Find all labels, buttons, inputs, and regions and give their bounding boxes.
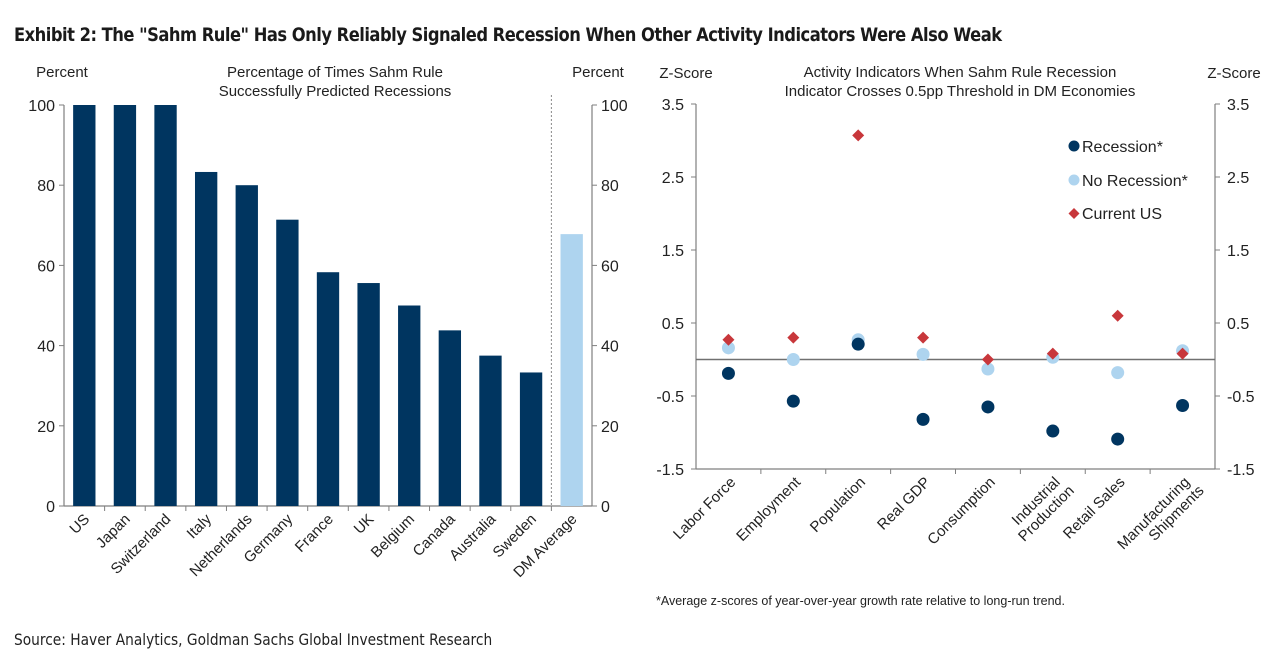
scatter-chart: Z-Score Activity Indicators When Sahm Ru… [656, 64, 1261, 608]
bar-netherlands [235, 185, 258, 506]
scatter-xtick-label: Real GDP [874, 474, 934, 534]
point-current-us [722, 333, 735, 346]
scatter-ytick-label-right: -1.5 [1227, 462, 1255, 479]
scatter-ylabel-left: Z-Score [659, 65, 712, 82]
bar-xtick-label: Belgium [368, 511, 418, 561]
point-recession [981, 400, 995, 414]
bar-us [73, 105, 96, 506]
scatter-xtick-label: Population [807, 474, 869, 536]
bar-ytick-label-right: 100 [601, 98, 628, 115]
scatter-ytick-label-left: 3.5 [662, 97, 684, 114]
scatter-xtick-label: Labor Force [670, 474, 739, 543]
source-note: Source: Haver Analytics, Goldman Sachs G… [14, 630, 493, 649]
bar-australia [479, 355, 502, 506]
scatter-xtick-label: Consumption [924, 474, 999, 549]
scatter-ytick-label-left: -0.5 [656, 389, 684, 406]
scatter-xtick-label-line: Employment [733, 473, 805, 545]
bar-sweden [519, 372, 543, 506]
legend-label-no-recession: No Recession* [1082, 173, 1188, 190]
bar-uk [357, 283, 380, 506]
point-current-us [1176, 347, 1189, 360]
point-recession [1111, 432, 1125, 446]
exhibit-title: Exhibit 2: The "Sahm Rule" Has Only Reli… [14, 24, 1002, 46]
bar-ytick-label-left: 80 [37, 178, 55, 195]
bar-ytick-label-left: 0 [46, 499, 55, 516]
scatter-ytick-label-right: 0.5 [1227, 316, 1249, 333]
bar-canada [438, 330, 462, 506]
point-recession [721, 366, 735, 380]
bar-xtick-label: France [292, 511, 337, 556]
point-no-recession [981, 362, 995, 376]
scatter-legend: Recession* No Recession* Current US [1068, 139, 1188, 223]
scatter-ytick-label-right: -0.5 [1227, 389, 1255, 406]
scatter-ytick-label-right: 3.5 [1227, 97, 1249, 114]
bar-japan [113, 105, 137, 506]
bar-ylabel-right: Percent [572, 64, 625, 81]
scatter-xtick-label: Retail Sales [1060, 474, 1129, 543]
bar-ytick-label-left: 40 [37, 339, 55, 356]
point-no-recession [1111, 366, 1125, 380]
bar-dm-average [560, 234, 583, 506]
legend-label-current-us: Current US [1082, 206, 1162, 223]
bar-ytick-label-right: 60 [601, 258, 619, 275]
bar-ylabel-left: Percent [36, 64, 89, 81]
bar-germany [276, 219, 299, 506]
scatter-ytick-label-right: 2.5 [1227, 170, 1249, 187]
point-current-us [852, 129, 865, 142]
bar-ytick-label-left: 20 [37, 419, 55, 436]
bar-ytick-label-right: 0 [601, 499, 610, 516]
point-recession [1046, 424, 1060, 438]
scatter-xtick-label-line: Consumption [924, 474, 999, 549]
bar-ytick-label-left: 100 [28, 98, 55, 115]
scatter-xtick-label: Employment [733, 473, 805, 545]
legend-label-recession: Recession* [1082, 139, 1163, 156]
bar-xtick-label: UK [351, 511, 378, 538]
scatter-ytick-label-left: 1.5 [662, 243, 684, 260]
point-recession [916, 412, 930, 426]
bar-italy [194, 171, 218, 507]
point-recession [851, 337, 865, 351]
bar-chart: Percent Percentage of Times Sahm Rule Su… [28, 64, 628, 581]
bar-ytick-label-right: 20 [601, 419, 619, 436]
bar-belgium [398, 305, 421, 506]
scatter-xtick-label-line: Retail Sales [1060, 474, 1129, 543]
bar-ytick-label-right: 40 [601, 339, 619, 356]
bar-switzerland [154, 105, 177, 506]
point-current-us [787, 331, 800, 344]
point-no-recession [786, 353, 800, 366]
scatter-title-line2: Indicator Crosses 0.5pp Threshold in DM … [785, 83, 1136, 100]
scatter-xtick-label-line: Labor Force [670, 474, 739, 543]
scatter-xtick-label-line: Real GDP [874, 474, 934, 534]
bar-chart-title-line2: Successfully Predicted Recessions [219, 83, 452, 100]
point-current-us [917, 331, 930, 344]
scatter-ytick-label-left: 2.5 [662, 170, 684, 187]
bar-ytick-label-right: 80 [601, 178, 619, 195]
point-current-us [981, 353, 994, 366]
legend-marker-recession [1068, 140, 1080, 152]
bar-chart-title-line1: Percentage of Times Sahm Rule [227, 64, 443, 81]
legend-marker-no-recession [1068, 174, 1080, 186]
point-recession [786, 394, 800, 408]
scatter-ytick-label-left: 0.5 [662, 316, 684, 333]
scatter-xtick-label-line: Population [807, 474, 869, 536]
scatter-ytick-label-left: -1.5 [656, 462, 684, 479]
point-current-us [1111, 309, 1124, 322]
bar-xtick-label: US [66, 511, 93, 538]
scatter-title-line1: Activity Indicators When Sahm Rule Reces… [804, 64, 1117, 81]
point-recession [1176, 398, 1190, 412]
bar-xtick-label: Italy [184, 510, 216, 542]
point-current-us [1046, 347, 1059, 360]
bar-france [316, 272, 340, 506]
point-no-recession [721, 341, 735, 355]
point-no-recession [916, 347, 930, 361]
scatter-ytick-label-right: 1.5 [1227, 243, 1249, 260]
scatter-footnote: *Average z-scores of year-over-year grow… [656, 594, 1065, 608]
scatter-ylabel-right: Z-Score [1207, 65, 1260, 82]
legend-marker-current-us [1068, 208, 1080, 219]
bar-ytick-label-left: 60 [37, 258, 55, 275]
